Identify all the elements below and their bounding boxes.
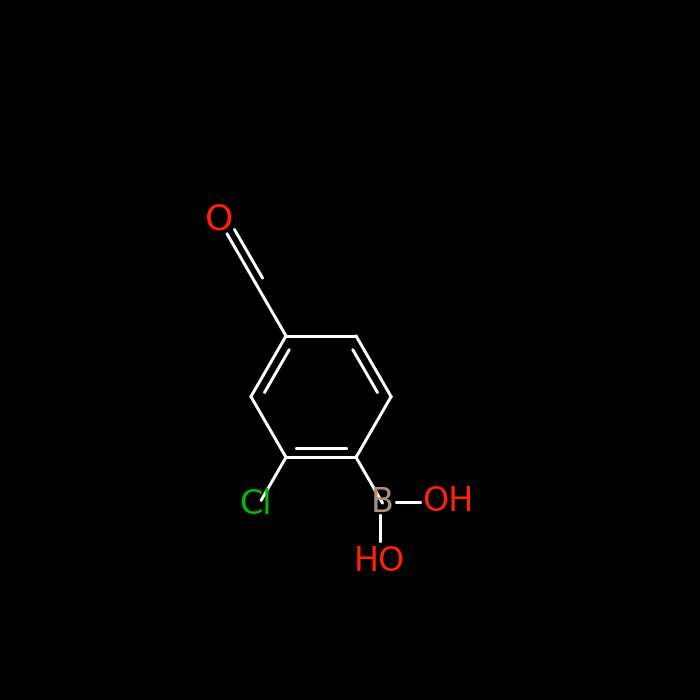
- Text: Cl: Cl: [239, 489, 272, 522]
- Text: O: O: [205, 203, 233, 237]
- Text: B: B: [371, 486, 394, 519]
- Text: OH: OH: [421, 485, 473, 519]
- Text: HO: HO: [354, 545, 405, 578]
